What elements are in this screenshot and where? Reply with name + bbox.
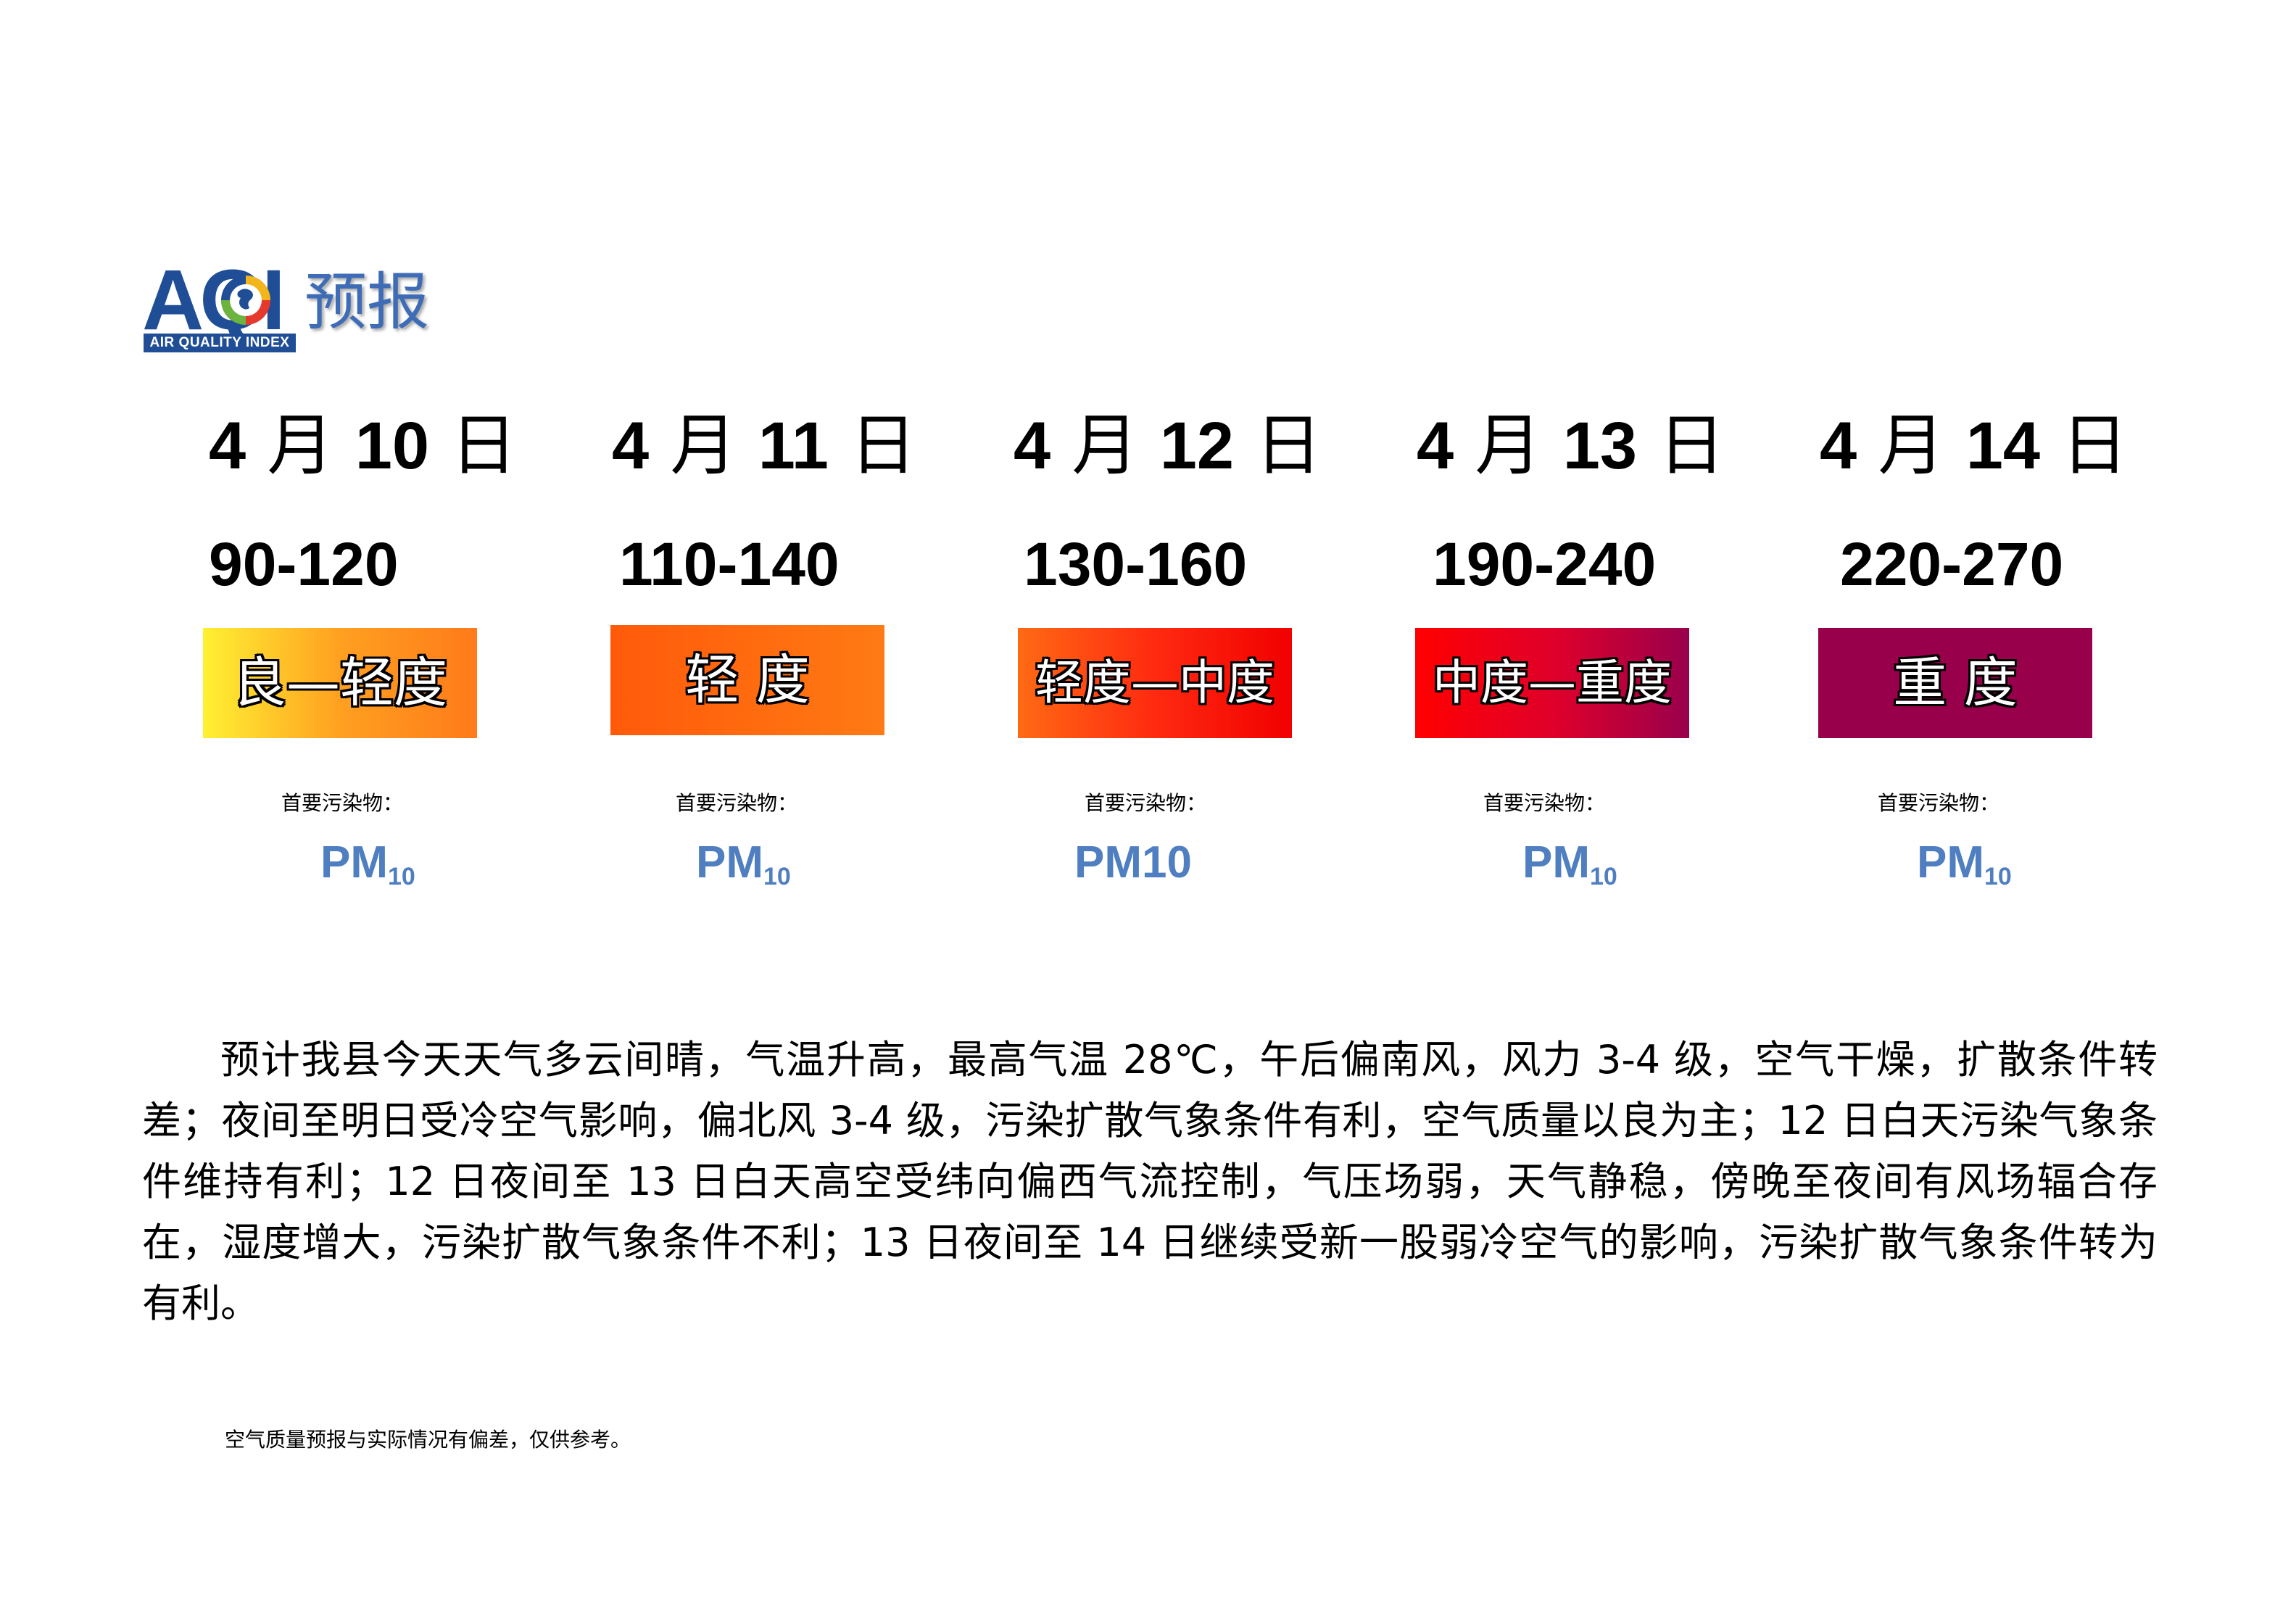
forecast-day-2: 4 月 11 日 110-140 轻 度 首要污染物： PM10 — [610, 0, 1018, 943]
primary-pollutant: PM10 — [696, 837, 791, 890]
aqi-range: 220-270 — [1840, 530, 2064, 598]
forecast-date: 4 月 10 日 — [209, 407, 518, 484]
aqi-level-label: 中度—重度 — [1433, 655, 1672, 711]
aqi-level-label: 轻度—中度 — [1035, 655, 1275, 711]
primary-pollutant: PM10 — [1917, 837, 2012, 890]
aqi-level-label: 轻 度 — [685, 649, 810, 711]
aqi-level-label: 重 度 — [1893, 652, 2018, 714]
aqi-level-badge: 良—轻度 — [203, 628, 477, 738]
aqi-level-label: 良—轻度 — [233, 652, 447, 714]
aqi-range: 130-160 — [1024, 530, 1248, 598]
forecast-day-3: 4 月 12 日 130-160 轻度—中度 首要污染物： PM10 — [1014, 0, 1420, 943]
aqi-level-badge: 中度—重度 — [1415, 628, 1689, 738]
forecast-date: 4 月 13 日 — [1417, 407, 1725, 484]
primary-pollutant-label: 首要污染物： — [1085, 791, 1207, 815]
primary-pollutant-label: 首要污染物： — [1483, 791, 1606, 815]
page-title: 预报 — [304, 266, 429, 339]
forecast-date: 4 月 11 日 — [612, 407, 917, 484]
disclaimer: 空气质量预报与实际情况有偏差，仅供参考。 — [225, 1428, 631, 1452]
forecast-day-1: 4 月 10 日 90-120 良—轻度 首要污染物： PM10 — [203, 0, 615, 943]
primary-pollutant: PM10 — [1522, 837, 1617, 890]
primary-pollutant: PM10 — [320, 837, 415, 890]
aqi-range: 190-240 — [1433, 530, 1657, 598]
globe-icon — [221, 276, 270, 325]
aqi-range: 90-120 — [209, 530, 399, 598]
logo-band: AIR QUALITY INDEX — [144, 334, 296, 352]
forecast-description: 预计我县今天天气多云间晴，气温升高，最高气温 28℃，午后偏南风，风力 3-4 … — [142, 1037, 2158, 1326]
primary-pollutant-label: 首要污染物： — [676, 791, 798, 815]
aqi-level-badge: 轻度—中度 — [1018, 628, 1292, 738]
primary-pollutant: PM10 — [1074, 837, 1192, 887]
primary-pollutant-label: 首要污染物： — [1878, 791, 2000, 815]
aqi-level-badge: 重 度 — [1818, 628, 2092, 738]
primary-pollutant-label: 首要污染物： — [281, 791, 404, 815]
forecast-date: 4 月 12 日 — [1014, 407, 1322, 484]
forecast-day-4: 4 月 13 日 190-240 中度—重度 首要污染物： PM10 — [1415, 0, 1823, 943]
aqi-range: 110-140 — [619, 530, 840, 598]
forecast-date: 4 月 14 日 — [1820, 407, 2129, 484]
forecast-day-5: 4 月 14 日 220-270 重 度 首要污染物： PM10 — [1818, 0, 2226, 943]
aqi-logo: AQI AIR QUALITY INDEX 预报 — [142, 257, 447, 355]
aqi-level-badge: 轻 度 — [610, 625, 884, 735]
